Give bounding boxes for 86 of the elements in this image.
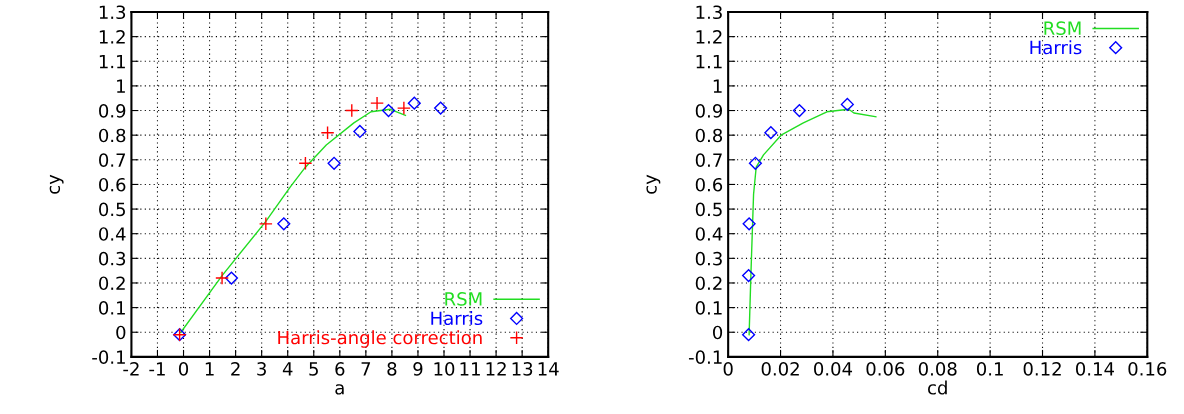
x-tick-label: 12 <box>486 362 506 376</box>
point <box>277 217 291 231</box>
x-tick-label: 9 <box>413 362 423 376</box>
y-tick-label: 0.1 <box>695 301 722 315</box>
point <box>792 103 807 118</box>
y-tick-label: 0.5 <box>99 202 125 217</box>
point <box>396 101 411 116</box>
point <box>840 97 854 111</box>
y-tick-label: 0.2 <box>695 276 722 291</box>
x-tick-label: 0.08 <box>918 362 957 376</box>
x-tick-label: 0.06 <box>866 362 905 376</box>
y-tick-label: 0.7 <box>695 153 722 167</box>
y-tick-label: 0.8 <box>99 128 126 143</box>
x-tick-label: 4 <box>282 362 293 376</box>
y-tick-label: 0.7 <box>99 153 126 167</box>
x-tick-label: 0.1 <box>976 362 1003 376</box>
legend-label: Harris <box>431 311 483 326</box>
x-tick-label: 0 <box>723 362 733 376</box>
x-tick-label: 5 <box>309 362 318 376</box>
x-tick-label: 0.04 <box>814 362 853 376</box>
y-tick-label: 0.5 <box>695 202 722 217</box>
point <box>344 103 359 118</box>
y-tick-label: 1.3 <box>99 5 126 20</box>
x-tick-label: 0.12 <box>1023 362 1061 376</box>
y-tick-label: 0 <box>713 325 723 340</box>
point <box>370 96 385 111</box>
point <box>258 216 273 231</box>
legend-label: Harris-angle correction <box>278 330 482 348</box>
point <box>320 125 335 140</box>
point <box>742 328 756 342</box>
y-tick-label: 0.4 <box>695 227 723 241</box>
x-tick-label: 0.02 <box>761 362 799 376</box>
point <box>434 101 448 115</box>
y-tick-label: 0.4 <box>99 227 126 241</box>
legend-label: RSM <box>1044 21 1081 36</box>
x-tick-label: 14 <box>538 362 559 376</box>
y-tick-label: 1 <box>713 79 722 93</box>
x-tick-label: 0 <box>178 362 189 376</box>
point <box>742 268 756 283</box>
y-tick-label: 0.2 <box>99 276 125 291</box>
legend-label: RSM <box>445 292 482 306</box>
x-axis-title: cd <box>928 380 947 395</box>
point <box>215 271 230 285</box>
y-tick-label: 0.8 <box>695 128 723 143</box>
x-tick-label: -2 <box>123 362 139 376</box>
x-tick-label: 0.16 <box>1128 362 1167 376</box>
x-tick-label: 7 <box>361 362 371 376</box>
x-tick-label: 0.14 <box>1075 362 1114 376</box>
y-tick-label: 1.2 <box>696 30 722 44</box>
point <box>764 126 778 140</box>
point <box>224 271 239 285</box>
x-tick-label: 11 <box>460 362 480 376</box>
x-axis-title: a <box>335 384 344 395</box>
point <box>742 217 756 231</box>
point <box>353 124 367 139</box>
x-tick-label: 8 <box>387 362 397 376</box>
y-tick-label: 1.2 <box>99 30 125 44</box>
point <box>748 156 762 170</box>
point <box>381 103 396 118</box>
y-tick-label: 0.9 <box>99 104 126 118</box>
x-tick-label: 1 <box>205 362 214 376</box>
y-tick-label: 1.1 <box>696 54 722 69</box>
x-tick-label: 13 <box>512 362 533 376</box>
y-tick-label: 1.3 <box>696 5 722 20</box>
point <box>407 96 421 110</box>
y-tick-label: 0.9 <box>695 104 723 118</box>
y-tick-label: 1.1 <box>99 54 125 69</box>
y-tick-label: -0.1 <box>688 350 722 364</box>
x-tick-label: 3 <box>257 362 266 376</box>
y-axis-title: cy <box>646 174 661 194</box>
y-tick-label: 0.3 <box>99 251 126 266</box>
y-tick-label: 0.6 <box>99 177 126 192</box>
point <box>327 156 341 170</box>
x-tick-label: 10 <box>434 362 455 376</box>
x-tick-label: 6 <box>335 362 345 376</box>
x-tick-label: 2 <box>231 362 240 376</box>
y-tick-label: 0.6 <box>695 177 723 192</box>
point <box>298 156 313 171</box>
y-tick-label: 0 <box>116 325 126 340</box>
y-axis-title: cy <box>49 174 64 194</box>
y-tick-label: 1 <box>117 79 125 93</box>
y-tick-label: 0.1 <box>99 301 125 315</box>
y-tick-label: 0.3 <box>695 251 722 266</box>
y-tick-label: -0.1 <box>92 350 125 364</box>
legend-label: Harris <box>1030 40 1082 55</box>
x-tick-label: -1 <box>149 362 165 376</box>
